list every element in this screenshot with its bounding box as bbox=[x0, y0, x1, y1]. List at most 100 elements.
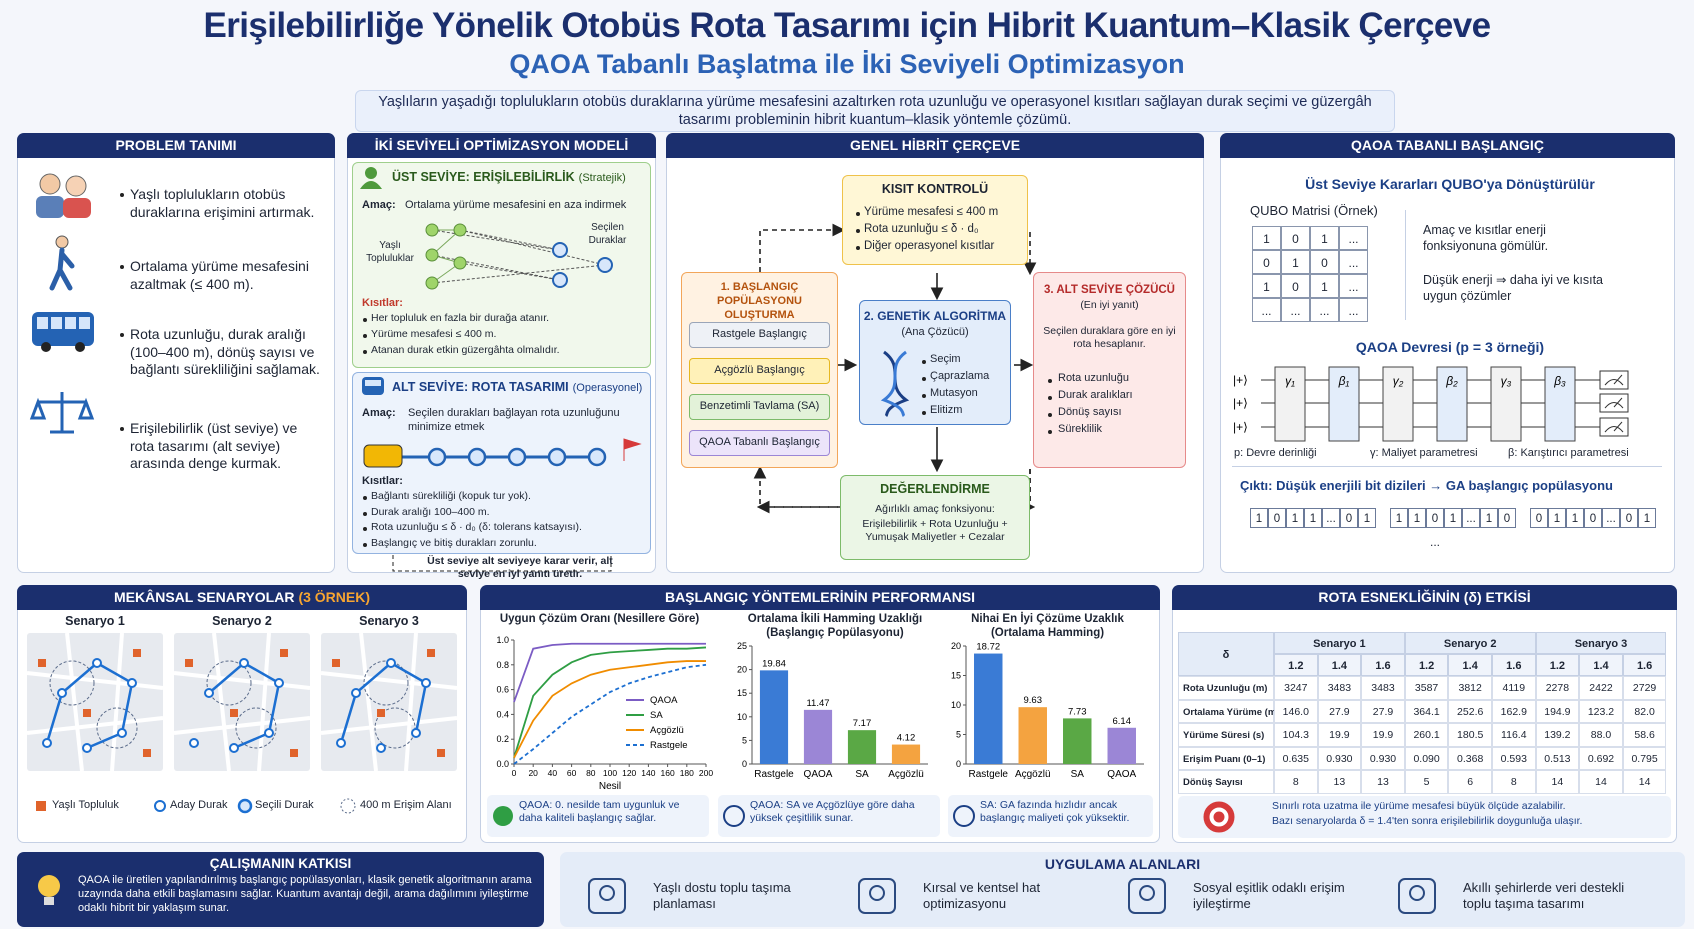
stop-node bbox=[411, 728, 421, 738]
street bbox=[26, 632, 164, 772]
street bbox=[320, 632, 458, 772]
scenario-map bbox=[26, 632, 164, 772]
series-line bbox=[513, 660, 706, 759]
table-cell: 27.9 bbox=[1317, 699, 1362, 723]
street bbox=[173, 632, 311, 772]
map-legend-label: 400 m Erişim Alanı bbox=[360, 799, 452, 811]
x-tick-label: 140 bbox=[641, 768, 655, 778]
y-tick-label: 10 bbox=[951, 700, 961, 710]
x-tick-label: 60 bbox=[567, 768, 577, 778]
stop-node bbox=[597, 257, 613, 273]
matrix-cell: ... bbox=[1281, 298, 1310, 322]
matrix-cell: ... bbox=[1310, 298, 1339, 322]
scenario-map bbox=[320, 632, 458, 772]
panel-header: ROTA ESNEKLİĞİNİN (δ) ETKİSİ bbox=[1172, 585, 1677, 610]
panel-header: BAŞLANGIÇ YÖNTEMLERİNİN PERFORMANSI bbox=[480, 585, 1160, 610]
table-cell: 5 bbox=[1404, 770, 1449, 794]
panel-title: İKİ SEVİYELİ OPTİMİZASYON MODELİ bbox=[374, 137, 629, 153]
icon bbox=[588, 878, 626, 914]
gate bbox=[1490, 366, 1522, 442]
upper-title: ÜST SEVİYE: ERİŞİLEBİLİRLİK (Stratejik) bbox=[392, 170, 626, 184]
row-label: Yürüme Süresi (s) bbox=[1178, 723, 1274, 747]
goal-label: Amaç: bbox=[362, 407, 396, 419]
delta-header: 1.6 bbox=[1361, 654, 1405, 676]
table-cell: 123.2 bbox=[1579, 699, 1623, 723]
connector bbox=[431, 254, 561, 281]
panel-title: QAOA TABANLI BAŞLANGIÇ bbox=[1351, 137, 1544, 153]
qaoa-circuit: |+⟩ |+⟩ |+⟩ γ₁ β₁ γ₂ β₂ γ₃ β₃ bbox=[1233, 366, 1629, 442]
gate bbox=[1328, 366, 1360, 442]
connector bbox=[1029, 469, 1032, 508]
bullet bbox=[1048, 379, 1052, 383]
upper-title-text: ÜST SEVİYE: ERİŞİLEBİLİRLİK bbox=[392, 170, 575, 184]
problem-item: Ortalama yürüme mesafesini azaltmak (≤ 4… bbox=[130, 258, 309, 292]
delta-header: 1.2 bbox=[1535, 654, 1580, 676]
icon bbox=[723, 805, 745, 827]
bar bbox=[1107, 727, 1136, 764]
x-axis-label: Nesil bbox=[599, 781, 621, 792]
access-area bbox=[363, 660, 409, 706]
note-box bbox=[487, 795, 709, 837]
node bbox=[425, 276, 439, 290]
node bbox=[453, 256, 467, 270]
eval-label: Ağırlıklı amaç fonksiyonu: bbox=[875, 503, 995, 515]
table-cell: 2278 bbox=[1535, 676, 1580, 700]
note-box bbox=[718, 795, 940, 837]
community bbox=[437, 749, 445, 757]
bit: 0 bbox=[1530, 508, 1548, 528]
qubit-label: |+⟩ bbox=[1233, 373, 1248, 387]
value-label: 7.73 bbox=[1068, 706, 1087, 717]
table-cell: 14 bbox=[1622, 770, 1667, 794]
person-icon bbox=[360, 167, 382, 189]
icon bbox=[599, 885, 615, 901]
stop-node bbox=[427, 447, 447, 467]
delta-header: 1.2 bbox=[1274, 654, 1318, 676]
circuit-legend: γ: Maliyet parametresi bbox=[1370, 447, 1478, 459]
icon bbox=[29, 392, 95, 434]
stop-node bbox=[467, 447, 487, 467]
community bbox=[377, 709, 385, 717]
y-tick-label: 0.8 bbox=[496, 660, 509, 670]
bit: 1 bbox=[1286, 508, 1304, 528]
table-cell: 139.2 bbox=[1535, 723, 1580, 747]
community bbox=[332, 659, 340, 667]
y-tick-label: 15 bbox=[951, 671, 961, 681]
route-diagram bbox=[363, 438, 642, 468]
lower-item: Dönüş sayısı bbox=[1058, 406, 1122, 418]
map-bg bbox=[27, 633, 163, 771]
map-legend bbox=[36, 798, 356, 814]
bit: 0 bbox=[1498, 508, 1516, 528]
framework-arrows bbox=[753, 223, 1037, 514]
bit: 1 bbox=[1548, 508, 1566, 528]
init-item: Rastgele Başlangıç bbox=[689, 322, 830, 348]
access-area bbox=[235, 707, 277, 749]
bit: 1 bbox=[1566, 508, 1584, 528]
gate bbox=[1436, 366, 1468, 442]
qubo-note: Düşük enerji ⇒ daha iyi ve kısıta uygun … bbox=[1423, 273, 1603, 303]
qubo-title: Üst Seviye Kararları QUBO'ya Dönüştürülü… bbox=[1305, 176, 1595, 192]
group-header: Senaryo 3 bbox=[1535, 632, 1667, 654]
flex-note-box bbox=[1178, 796, 1671, 838]
matrix-cell: 1 bbox=[1281, 250, 1310, 274]
performance-note: QAOA: SA ve Açgözlüye göre daha yüksek ç… bbox=[750, 799, 915, 825]
applications-panel bbox=[560, 852, 1685, 927]
icon bbox=[39, 173, 61, 195]
delta-header: 1.4 bbox=[1317, 654, 1362, 676]
bar bbox=[847, 730, 877, 764]
row-label: Ortalama Yürüme (m) bbox=[1178, 699, 1279, 723]
bit: 1 bbox=[1638, 508, 1656, 528]
qubo-note: Amaç ve kısıtlar enerji fonksiyonuna göm… bbox=[1423, 223, 1549, 253]
intro: Yaşlıların yaşadığı toplulukların otobüs… bbox=[355, 90, 1395, 133]
icon bbox=[1398, 878, 1436, 914]
table-cell: 0.930 bbox=[1361, 746, 1405, 770]
applications-title: UYGULAMA ALANLARI bbox=[1044, 856, 1201, 872]
row-label: Dönüş Sayısı bbox=[1178, 770, 1274, 794]
eval-title: DEĞERLENDİRME bbox=[880, 482, 990, 496]
matrix-cell: 1 bbox=[1252, 274, 1281, 298]
matrix-cell: ... bbox=[1339, 226, 1368, 250]
bit: 1 bbox=[1408, 508, 1426, 528]
stop-node bbox=[351, 688, 361, 698]
table-cell: 4119 bbox=[1492, 676, 1536, 700]
gate-label: β₂ bbox=[1445, 374, 1458, 388]
icon bbox=[41, 342, 51, 352]
